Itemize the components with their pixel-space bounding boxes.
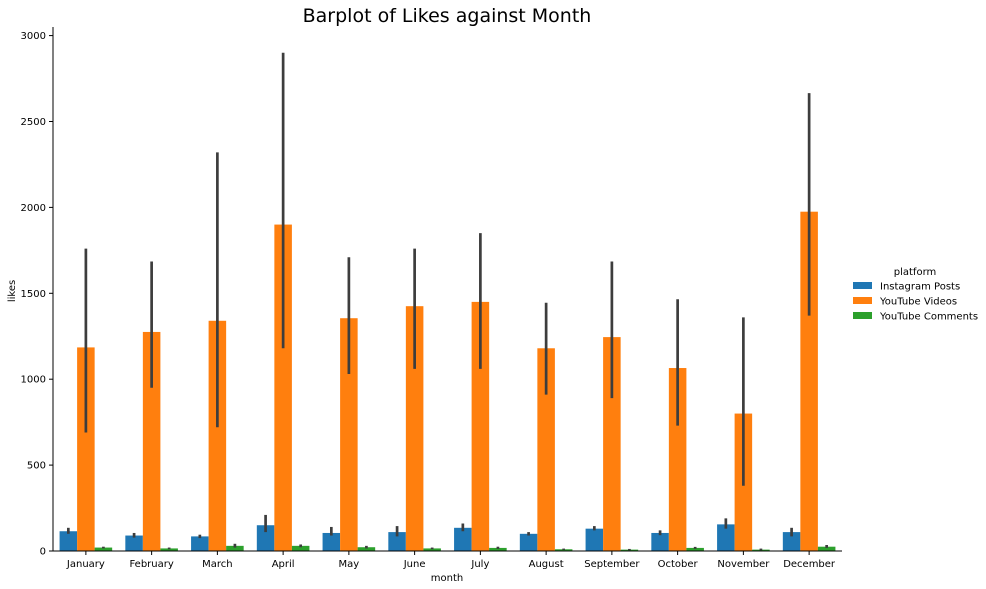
bar-youtube-comments-july xyxy=(489,547,507,551)
x-tick-label-august: August xyxy=(529,559,564,570)
x-tick-label-october: October xyxy=(658,559,699,570)
legend-label-instagram-posts: Instagram Posts xyxy=(880,282,960,293)
y-axis-label: likes xyxy=(7,280,18,302)
errorbars-group xyxy=(66,52,829,551)
bar-youtube-videos-february xyxy=(142,331,161,551)
x-axis-label: month xyxy=(431,573,463,584)
y-tick-label-2000: 2000 xyxy=(21,203,46,214)
y-tick-label-2500: 2500 xyxy=(21,117,46,128)
x-tick-label-june: June xyxy=(403,559,426,570)
bar-instagram-posts-november xyxy=(717,524,735,551)
bar-youtube-comments-october xyxy=(686,547,704,551)
chart-title: Barplot of Likes against Month xyxy=(303,5,592,27)
y-tick-label-1000: 1000 xyxy=(21,375,46,386)
bar-youtube-comments-november xyxy=(752,549,770,551)
legend-swatch-instagram-posts xyxy=(853,282,872,289)
bar-instagram-posts-may xyxy=(322,532,341,551)
y-tick-label-0: 0 xyxy=(40,547,46,558)
bar-youtube-videos-may xyxy=(340,318,358,551)
x-tick-label-july: July xyxy=(470,559,489,570)
bar-youtube-videos-october xyxy=(668,368,687,551)
y-axis: 0 500 1000 1500 2000 2500 3000 xyxy=(21,27,54,558)
bar-youtube-videos-september xyxy=(603,337,621,551)
x-tick-label-november: November xyxy=(717,559,770,570)
bar-youtube-comments-may xyxy=(357,547,376,551)
bar-instagram-posts-june xyxy=(388,532,406,551)
bar-instagram-posts-january xyxy=(59,531,78,551)
legend-label-youtube-comments: YouTube Comments xyxy=(879,312,978,323)
x-tick-label-march: March xyxy=(202,559,232,570)
bar-youtube-comments-august xyxy=(554,549,573,551)
bar-instagram-posts-december xyxy=(782,532,801,551)
bar-youtube-comments-march xyxy=(226,545,244,551)
bar-youtube-comments-february xyxy=(160,548,178,551)
bar-youtube-comments-january xyxy=(94,547,113,551)
bar-instagram-posts-march xyxy=(191,536,209,551)
bar-youtube-videos-july xyxy=(471,301,490,551)
bar-youtube-comments-september xyxy=(620,549,639,551)
bar-youtube-videos-april xyxy=(274,224,292,551)
y-tick-label-500: 500 xyxy=(27,461,46,472)
bar-youtube-videos-january xyxy=(77,347,95,551)
bar-instagram-posts-august xyxy=(519,533,538,551)
bar-instagram-posts-july xyxy=(454,527,472,551)
bar-instagram-posts-october xyxy=(651,532,669,551)
bar-youtube-comments-december xyxy=(817,546,836,551)
x-tick-label-december: December xyxy=(783,559,836,570)
x-tick-label-february: February xyxy=(129,559,173,570)
x-tick-label-january: January xyxy=(66,559,105,570)
y-tick-label-1500: 1500 xyxy=(21,289,46,300)
bar-instagram-posts-april xyxy=(256,525,275,551)
legend-swatch-youtube-comments xyxy=(853,312,872,319)
x-tick-label-may: May xyxy=(339,559,360,570)
legend: platform Instagram Posts YouTube Videos Yo… xyxy=(853,267,978,323)
bar-youtube-videos-march xyxy=(208,320,227,551)
legend-swatch-youtube-videos xyxy=(853,297,872,304)
bar-youtube-videos-august xyxy=(537,348,555,551)
bar-instagram-posts-february xyxy=(125,535,143,551)
bars-group xyxy=(59,211,836,551)
bar-youtube-videos-june xyxy=(405,306,424,551)
bar-instagram-posts-september xyxy=(585,528,604,551)
bar-youtube-comments-april xyxy=(291,545,310,551)
bar-youtube-comments-june xyxy=(423,548,441,551)
legend-label-youtube-videos: YouTube Videos xyxy=(879,297,957,308)
legend-title: platform xyxy=(894,267,937,278)
x-tick-label-april: April xyxy=(272,559,295,570)
x-tick-label-september: September xyxy=(584,559,640,570)
x-axis: January February March April May June July Augu… xyxy=(53,550,842,570)
bar-youtube-videos-december xyxy=(800,211,818,551)
y-tick-label-3000: 3000 xyxy=(21,31,46,42)
